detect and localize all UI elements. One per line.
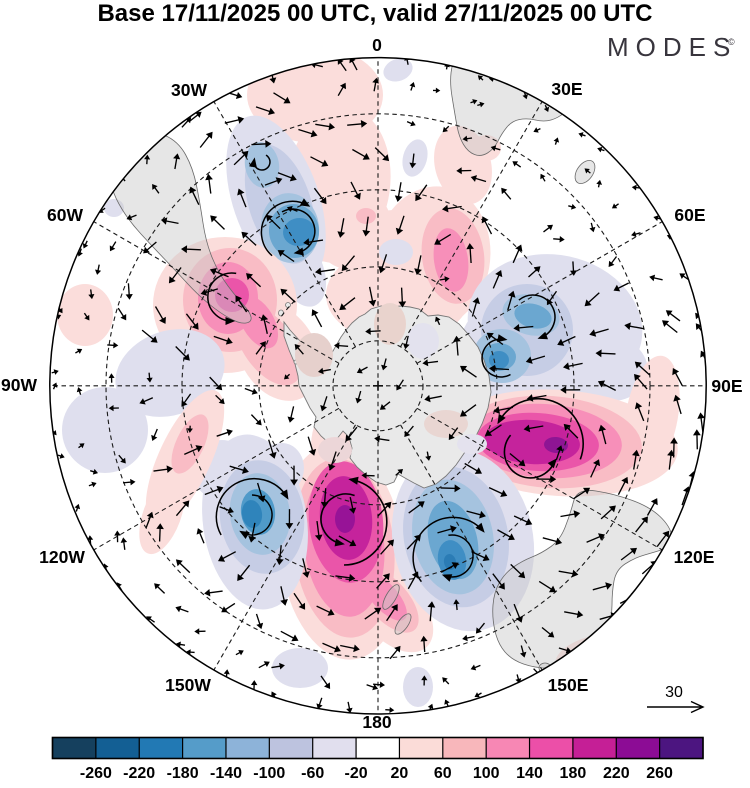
svg-text:20: 20: [391, 765, 409, 782]
svg-text:-220: -220: [123, 765, 155, 782]
svg-text:-60: -60: [301, 765, 324, 782]
svg-text:100: 100: [473, 765, 500, 782]
svg-text:-140: -140: [210, 765, 242, 782]
svg-text:120E: 120E: [674, 547, 715, 567]
svg-text:90E: 90E: [711, 376, 742, 396]
svg-text:30: 30: [665, 684, 683, 701]
svg-text:180: 180: [362, 712, 391, 732]
svg-text:-20: -20: [345, 765, 368, 782]
svg-text:MODES: MODES: [607, 32, 737, 62]
svg-text:120W: 120W: [39, 547, 85, 567]
svg-text:30W: 30W: [171, 80, 207, 100]
svg-text:150E: 150E: [548, 675, 589, 695]
svg-text:150W: 150W: [165, 675, 211, 695]
svg-text:60: 60: [434, 765, 452, 782]
svg-text:220: 220: [603, 765, 630, 782]
svg-text:180: 180: [560, 765, 587, 782]
svg-text:60E: 60E: [674, 205, 705, 225]
svg-text:30E: 30E: [551, 79, 582, 99]
svg-text:-100: -100: [253, 765, 285, 782]
svg-text:0: 0: [372, 35, 382, 55]
svg-text:140: 140: [516, 765, 543, 782]
svg-text:-180: -180: [167, 765, 199, 782]
svg-text:60W: 60W: [47, 205, 83, 225]
svg-text:Base 17/11/2025 00 UTC, valid: Base 17/11/2025 00 UTC, valid 27/11/2025…: [97, 0, 652, 27]
svg-text:90W: 90W: [1, 375, 37, 395]
svg-text:260: 260: [646, 765, 673, 782]
svg-text:©: ©: [728, 37, 735, 47]
svg-text:-260: -260: [80, 765, 112, 782]
